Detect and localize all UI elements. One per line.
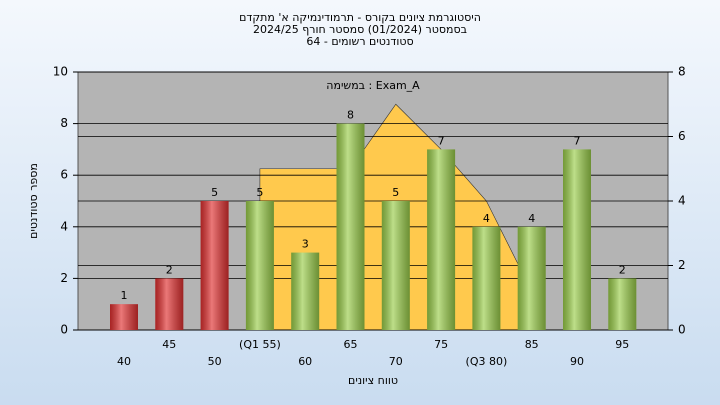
y-tick-label: 2	[60, 271, 68, 285]
y-axis-label: מספר סטודנטים	[27, 163, 40, 239]
x-tick-label: (Q1 55)	[239, 338, 281, 351]
value-label: 3	[302, 238, 309, 251]
y-tick-label: 4	[60, 219, 68, 233]
value-label: 7	[438, 134, 445, 147]
bar-shade	[381, 201, 410, 330]
x-tick-label: 45	[162, 338, 176, 351]
y-tick-label: 6	[60, 168, 68, 182]
chart-title: היסטוגרמת ציונים בקורס - תרמודינמיקה א' …	[239, 11, 481, 24]
x-tick-label: 65	[344, 338, 358, 351]
value-label: 2	[619, 263, 626, 276]
x-tick-label: 50	[208, 355, 222, 368]
y2-tick-label: 4	[678, 194, 686, 208]
bar-shade	[517, 226, 546, 330]
bar-shade	[563, 149, 591, 330]
bar-shade	[155, 278, 184, 330]
annotation: במשימה : Exam_A	[326, 79, 420, 92]
value-label: 2	[166, 263, 173, 276]
bar-shade	[608, 278, 637, 330]
value-label: 1	[121, 289, 128, 302]
bar-shade	[291, 252, 320, 330]
y-tick-label: 10	[53, 65, 68, 79]
x-tick-label: 70	[389, 355, 403, 368]
chart-title: סטודנטים רשומים - 64	[306, 35, 413, 48]
value-label: 5	[256, 186, 263, 199]
y2-tick-label: 6	[678, 129, 686, 143]
x-tick-label: 75	[434, 338, 448, 351]
chart-title: בסמסטר (01/2024) סמסטר חורף 2024/25	[253, 23, 467, 36]
value-label: 4	[483, 212, 490, 225]
x-tick-label: (Q3 80)	[466, 355, 508, 368]
y2-tick-label: 8	[678, 65, 686, 79]
value-label: 8	[347, 109, 354, 122]
bar-shade	[427, 149, 456, 330]
y2-tick-label: 0	[678, 323, 686, 337]
x-tick-label: 85	[525, 338, 539, 351]
bar-shade	[472, 226, 501, 330]
x-axis-label: טווח ציונים	[348, 374, 398, 387]
bar-shade	[110, 304, 138, 330]
bar-shade	[200, 201, 229, 330]
x-tick-label: 40	[117, 355, 131, 368]
value-label: 4	[528, 212, 535, 225]
y2-tick-label: 2	[678, 258, 686, 272]
x-tick-label: 95	[615, 338, 629, 351]
bar-shade	[336, 123, 365, 330]
value-label: 5	[392, 186, 399, 199]
x-tick-label: 60	[298, 355, 312, 368]
y-tick-label: 8	[60, 116, 68, 130]
value-label: 5	[211, 186, 218, 199]
y-tick-label: 0	[60, 323, 68, 337]
x-tick-label: 90	[570, 355, 584, 368]
value-label: 7	[574, 134, 581, 147]
bar-shade	[245, 201, 274, 330]
